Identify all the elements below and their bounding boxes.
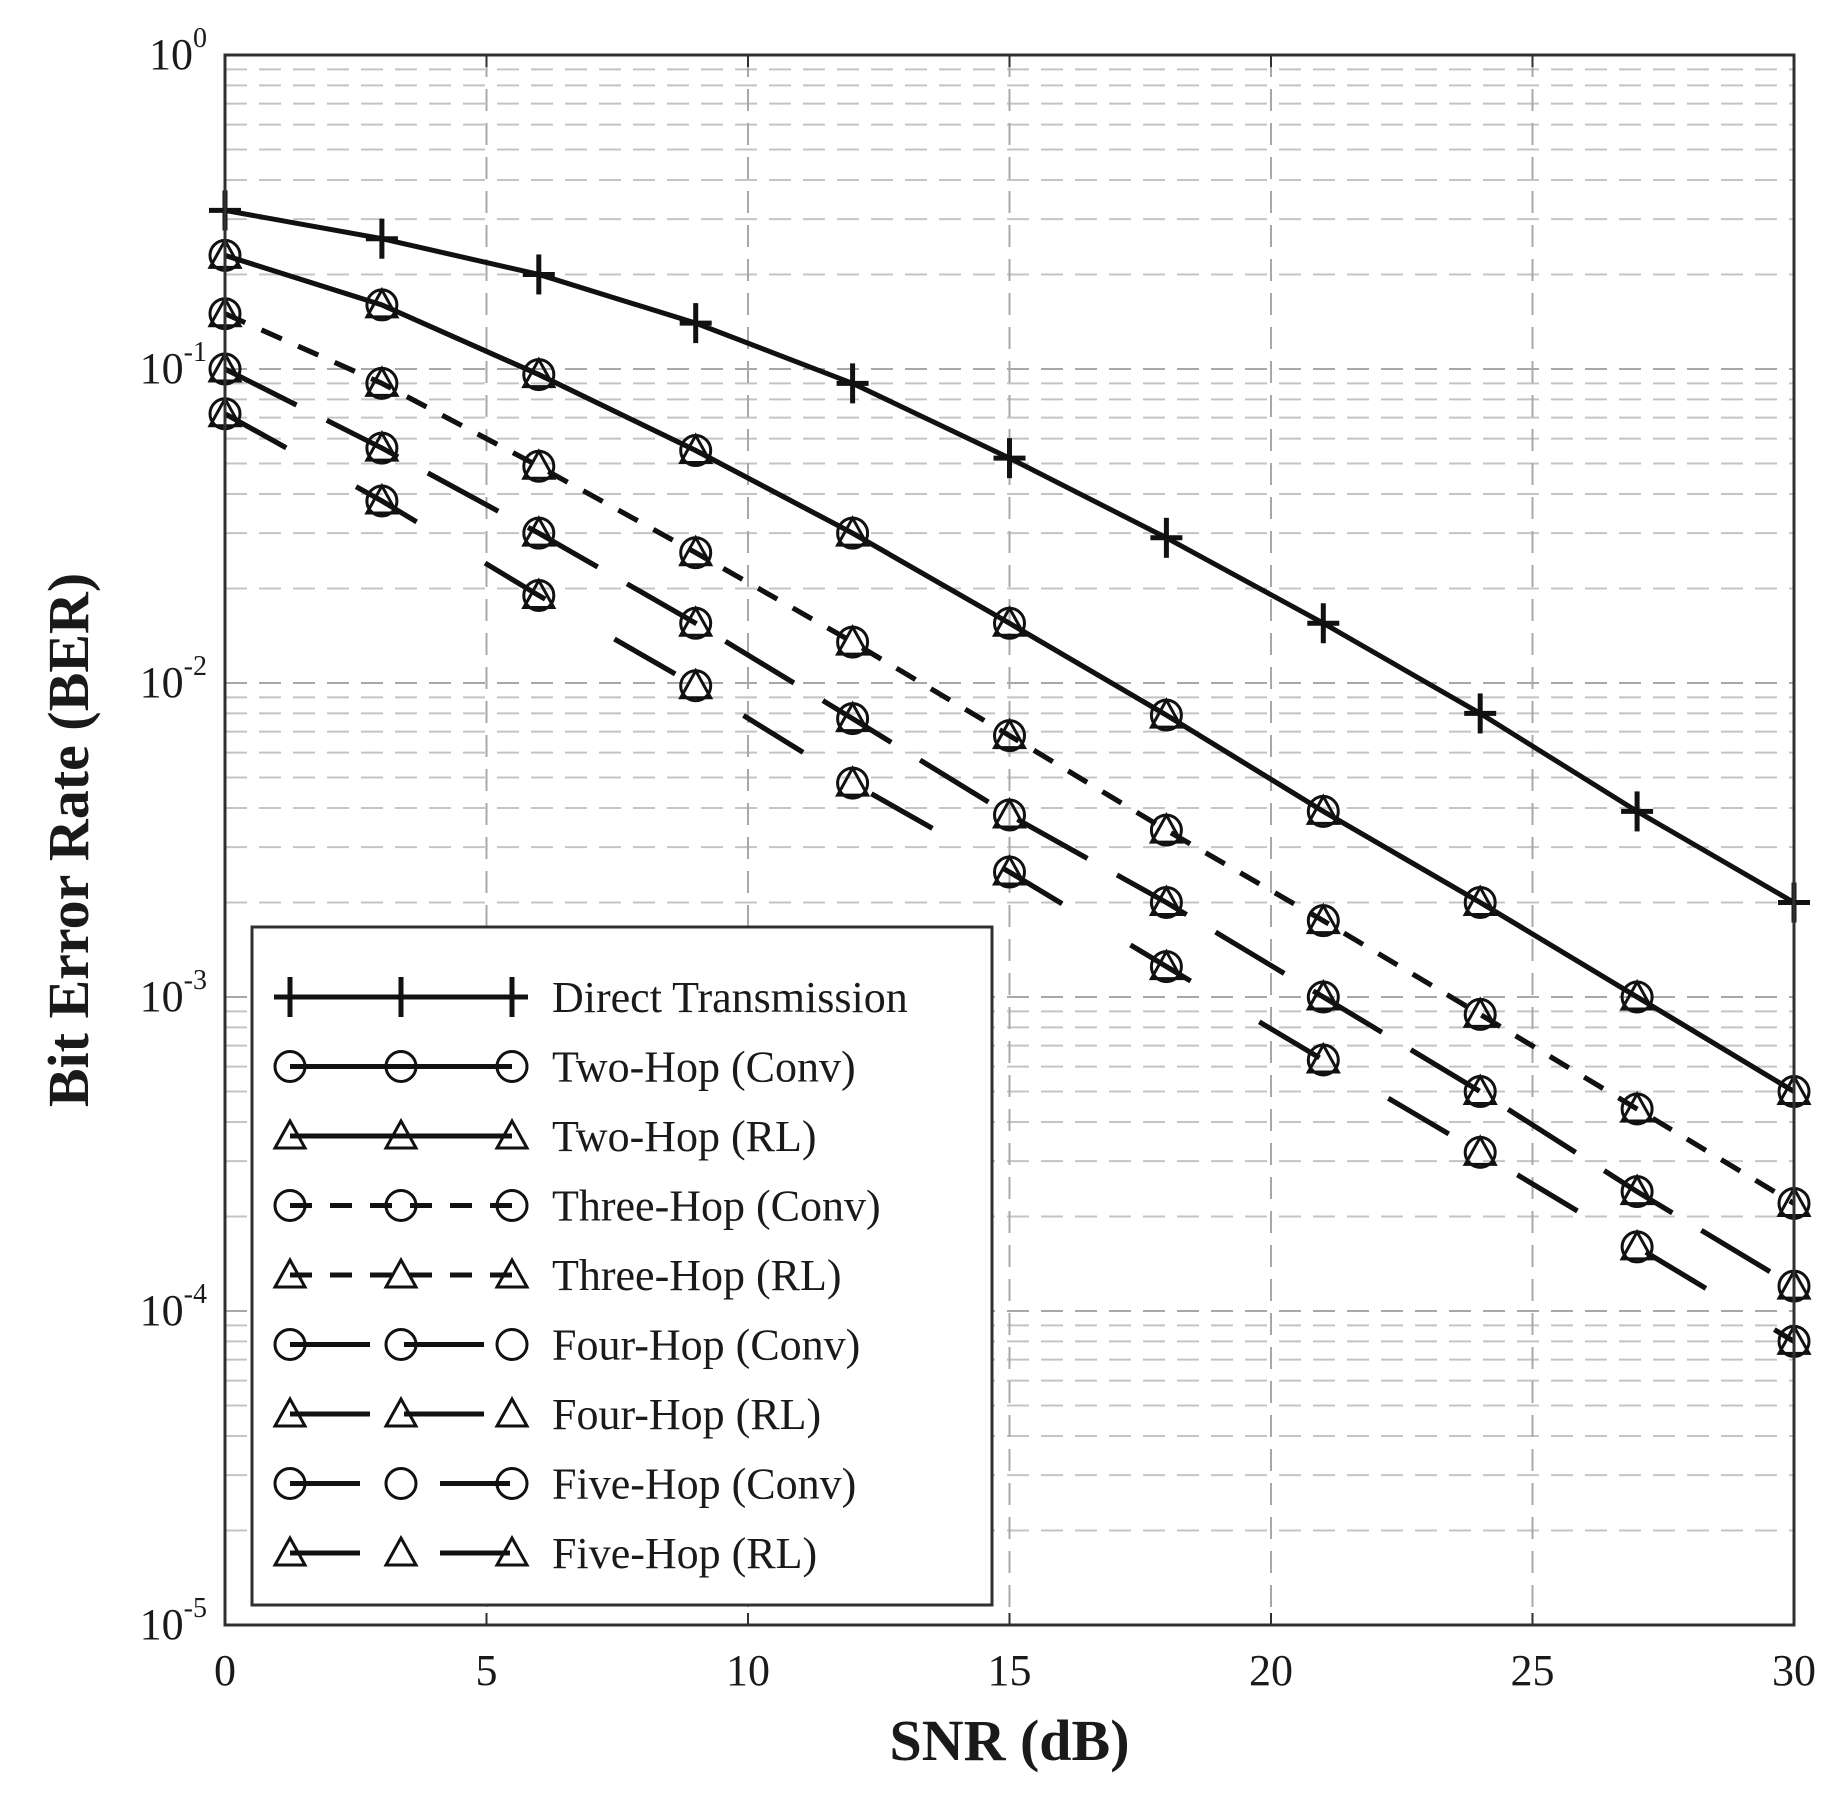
data-point-triangle	[1462, 1073, 1498, 1106]
data-point-triangle	[1619, 978, 1655, 1011]
data-point-circle	[495, 1189, 529, 1222]
data-point-triangle	[1619, 1173, 1655, 1206]
data-point-triangle	[272, 1256, 308, 1289]
data-point-triangle	[1619, 1090, 1655, 1123]
data-point-circle	[495, 1467, 529, 1500]
data-point-circle	[273, 1189, 307, 1222]
data-point-triangle	[364, 429, 400, 462]
data-point-triangle	[1148, 948, 1184, 981]
data-point-circle	[273, 1328, 307, 1361]
data-point-triangle	[1619, 1228, 1655, 1261]
data-point-triangle	[383, 1395, 419, 1428]
series-line	[223, 311, 1796, 1206]
series-line	[223, 411, 1796, 1344]
data-point-circle	[384, 1189, 418, 1222]
data-point-triangle	[678, 605, 714, 637]
series-line	[224, 253, 1796, 1094]
legend-label: Five-Hop (RL)	[552, 1529, 817, 1578]
series-layer	[207, 190, 1812, 1358]
data-point-triangle	[835, 765, 871, 797]
data-point-triangle	[1305, 902, 1341, 935]
x-axis-title: SNR (dB)	[889, 1708, 1129, 1773]
legend-label: Two-Hop (RL)	[552, 1112, 817, 1161]
data-point-triangle	[1305, 978, 1341, 1011]
data-point-triangle	[1148, 697, 1184, 729]
data-point-triangle	[991, 717, 1028, 750]
data-point-triangle	[1305, 793, 1341, 825]
data-point-triangle	[835, 515, 871, 547]
x-tick-label: 30	[1772, 1646, 1816, 1695]
legend-label: Direct Transmission	[552, 973, 908, 1022]
data-point-triangle	[1305, 1041, 1341, 1074]
y-tick-label: 10-3	[140, 965, 207, 1021]
data-point-triangle	[835, 700, 871, 733]
data-point-triangle	[521, 356, 557, 389]
y-tick-label: 100	[149, 23, 207, 79]
data-point-triangle	[494, 1395, 530, 1428]
series-6	[207, 350, 1812, 1300]
data-point-triangle	[494, 1117, 530, 1150]
legend-label: Two-Hop (Conv)	[552, 1043, 856, 1092]
series-2	[207, 237, 1812, 1106]
legend: Direct Transmission Two-Hop (Conv) Two-Hop…	[250, 925, 994, 1607]
legend-label: Four-Hop (RL)	[552, 1390, 821, 1439]
data-point-triangle	[678, 534, 714, 567]
data-point-triangle	[521, 448, 557, 480]
data-point-circle	[273, 1050, 307, 1083]
data-point-circle	[495, 1050, 529, 1083]
x-tick-label: 5	[476, 1646, 498, 1695]
x-tick-label: 10	[726, 1646, 770, 1695]
axes: 0 5 10 15 20 25 30 100 10-1 10-2 10-3 10-4 10-5	[140, 23, 1816, 1695]
legend-label: Three-Hop (Conv)	[552, 1182, 881, 1231]
data-point-triangle	[521, 515, 557, 547]
series-4	[207, 295, 1812, 1217]
data-point-triangle	[991, 605, 1028, 637]
data-point-triangle	[1462, 884, 1498, 916]
data-point-circle	[384, 1050, 418, 1083]
data-point-triangle	[272, 1117, 308, 1150]
data-point-triangle	[272, 1534, 308, 1567]
data-point-triangle	[272, 1395, 308, 1428]
data-point-circle	[273, 1467, 307, 1500]
data-point-triangle	[383, 1256, 419, 1289]
legend-label: Four-Hop (Conv)	[552, 1321, 860, 1370]
y-tick-label: 10-1	[140, 337, 207, 393]
data-point-triangle	[494, 1256, 530, 1289]
data-point-triangle	[383, 1117, 419, 1150]
series-line	[223, 366, 1796, 1289]
data-point-triangle	[678, 432, 714, 465]
x-tick-label: 15	[988, 1646, 1032, 1695]
x-tick-label: 0	[214, 1646, 236, 1695]
y-tick-label: 10-2	[140, 651, 207, 707]
data-point-triangle	[991, 853, 1028, 886]
data-point-triangle	[521, 577, 557, 609]
data-point-triangle	[1148, 812, 1184, 844]
data-point-circle	[384, 1328, 418, 1361]
data-point-triangle	[364, 286, 400, 319]
data-point-triangle	[364, 482, 400, 515]
data-point-triangle	[1462, 1134, 1498, 1166]
y-tick-label: 10-4	[140, 1279, 207, 1335]
data-point-triangle	[991, 796, 1028, 829]
data-point-triangle	[835, 623, 871, 656]
data-point-triangle	[494, 1534, 530, 1567]
y-tick-label: 10-5	[140, 1593, 207, 1649]
data-point-circle	[384, 1467, 418, 1500]
data-point-triangle	[364, 365, 400, 397]
data-point-triangle	[1462, 996, 1498, 1028]
legend-label: Five-Hop (Conv)	[552, 1460, 856, 1509]
data-point-circle	[495, 1328, 529, 1361]
data-point-triangle	[1148, 884, 1184, 916]
x-tick-label: 20	[1249, 1646, 1293, 1695]
legend-box	[250, 925, 994, 1607]
data-point-triangle	[678, 667, 714, 700]
y-axis-title: Bit Error Rate (BER)	[36, 573, 101, 1107]
data-point-triangle	[383, 1534, 419, 1567]
x-tick-label: 25	[1511, 1646, 1555, 1695]
legend-label: Three-Hop (RL)	[552, 1251, 842, 1300]
